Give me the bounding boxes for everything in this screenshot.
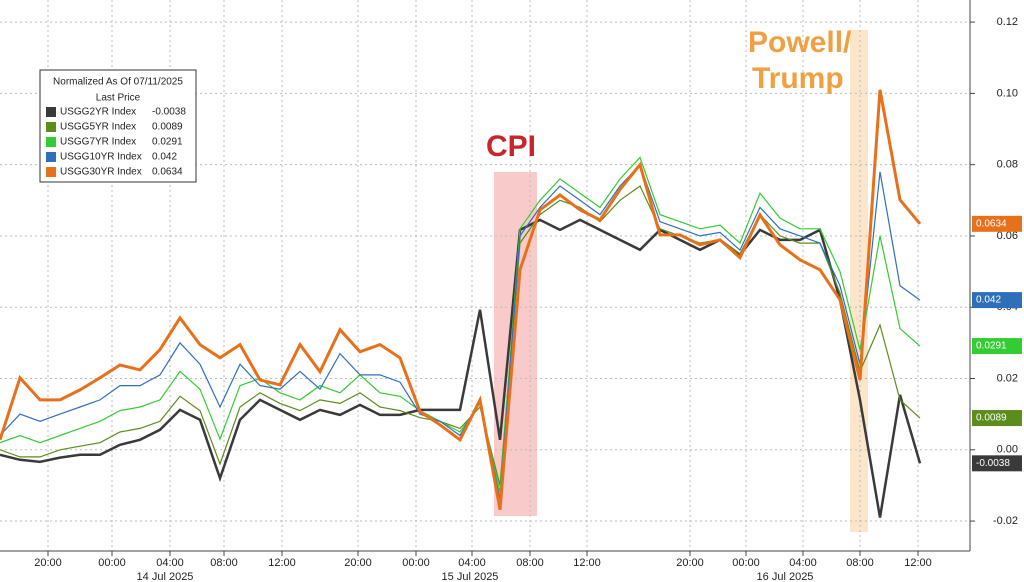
y-tick-label: 0.02 <box>997 372 1018 384</box>
last-value-tag <box>972 292 1022 309</box>
x-tick-label: 20:00 <box>344 557 372 569</box>
last-value-label: 0.0291 <box>976 341 1007 352</box>
legend-value: 0.0634 <box>152 167 183 178</box>
annotation: CPI <box>486 130 536 163</box>
series-line <box>0 163 921 500</box>
lines <box>0 89 922 518</box>
legend-label: USGG30YR Index <box>60 167 142 178</box>
x-tick-label: 20:00 <box>676 557 704 569</box>
legend-value: 0.0089 <box>152 122 183 133</box>
x-tick-label: 08:00 <box>516 557 544 569</box>
x-tick-label: 12:00 <box>573 557 601 569</box>
legend-swatch <box>46 152 56 162</box>
legend-label: USGG5YR Index <box>60 122 136 133</box>
series-line <box>0 218 922 518</box>
y-tick-label: 0.10 <box>997 87 1018 99</box>
legend-swatch <box>46 167 56 177</box>
x-tick-label: 00:00 <box>732 557 760 569</box>
series-line <box>0 89 922 510</box>
x-tick-label: 20:00 <box>34 557 62 569</box>
date-label: 15 Jul 2025 <box>442 571 499 582</box>
x-tick-label: 04:00 <box>156 557 184 569</box>
legend-label: USGG2YR Index <box>60 107 136 118</box>
last-value-tag <box>972 410 1022 427</box>
legend-swatch <box>46 137 56 147</box>
date-label: 16 Jul 2025 <box>757 571 814 582</box>
series-line <box>0 185 921 486</box>
x-tick-label: 12:00 <box>904 557 932 569</box>
x-tick-label: 08:00 <box>210 557 238 569</box>
y-tick-label: 0.06 <box>997 230 1018 242</box>
legend-value: 0.042 <box>152 152 177 163</box>
annotation: Powell/ <box>748 26 852 59</box>
x-tick-label: 00:00 <box>98 557 126 569</box>
grid <box>0 0 970 551</box>
last-value-tag <box>972 338 1022 355</box>
legend-subtitle: Last Price <box>96 93 141 104</box>
last-value-label: -0.0038 <box>976 458 1010 469</box>
y-tick-label: -0.02 <box>993 515 1018 527</box>
legend-swatch <box>46 107 56 117</box>
last-value-label: 0.0634 <box>976 218 1007 229</box>
last-value-label: 0.0089 <box>976 413 1007 424</box>
x-tick-label: 08:00 <box>846 557 874 569</box>
series-line <box>0 156 921 493</box>
legend-swatch <box>46 122 56 132</box>
x-tick-label: 12:00 <box>268 557 296 569</box>
y-tick-label: 0.00 <box>997 444 1018 456</box>
legend-label: USGG10YR Index <box>60 152 142 163</box>
last-value-tag <box>972 455 1022 472</box>
legend-value: -0.0038 <box>152 107 186 118</box>
legend-label: USGG7YR Index <box>60 137 136 148</box>
x-tick-label: 04:00 <box>789 557 817 569</box>
x-tick-label: 00:00 <box>402 557 430 569</box>
y-tick-label: 0.08 <box>997 159 1018 171</box>
y-tick-label: 0.12 <box>997 16 1018 28</box>
annotation: Trump <box>752 62 844 95</box>
legend: Normalized As Of 07/11/2025 Last Price <box>39 69 197 183</box>
last-value-label: 0.042 <box>976 295 1001 306</box>
legend-title: Normalized As Of 07/11/2025 <box>53 77 183 88</box>
legend-value: 0.0291 <box>152 137 183 148</box>
last-value-tag <box>972 215 1022 232</box>
powell-highlight <box>850 30 868 532</box>
x-tick-label: 04:00 <box>458 557 486 569</box>
date-label: 14 Jul 2025 <box>137 571 194 582</box>
legend-box <box>39 69 197 183</box>
